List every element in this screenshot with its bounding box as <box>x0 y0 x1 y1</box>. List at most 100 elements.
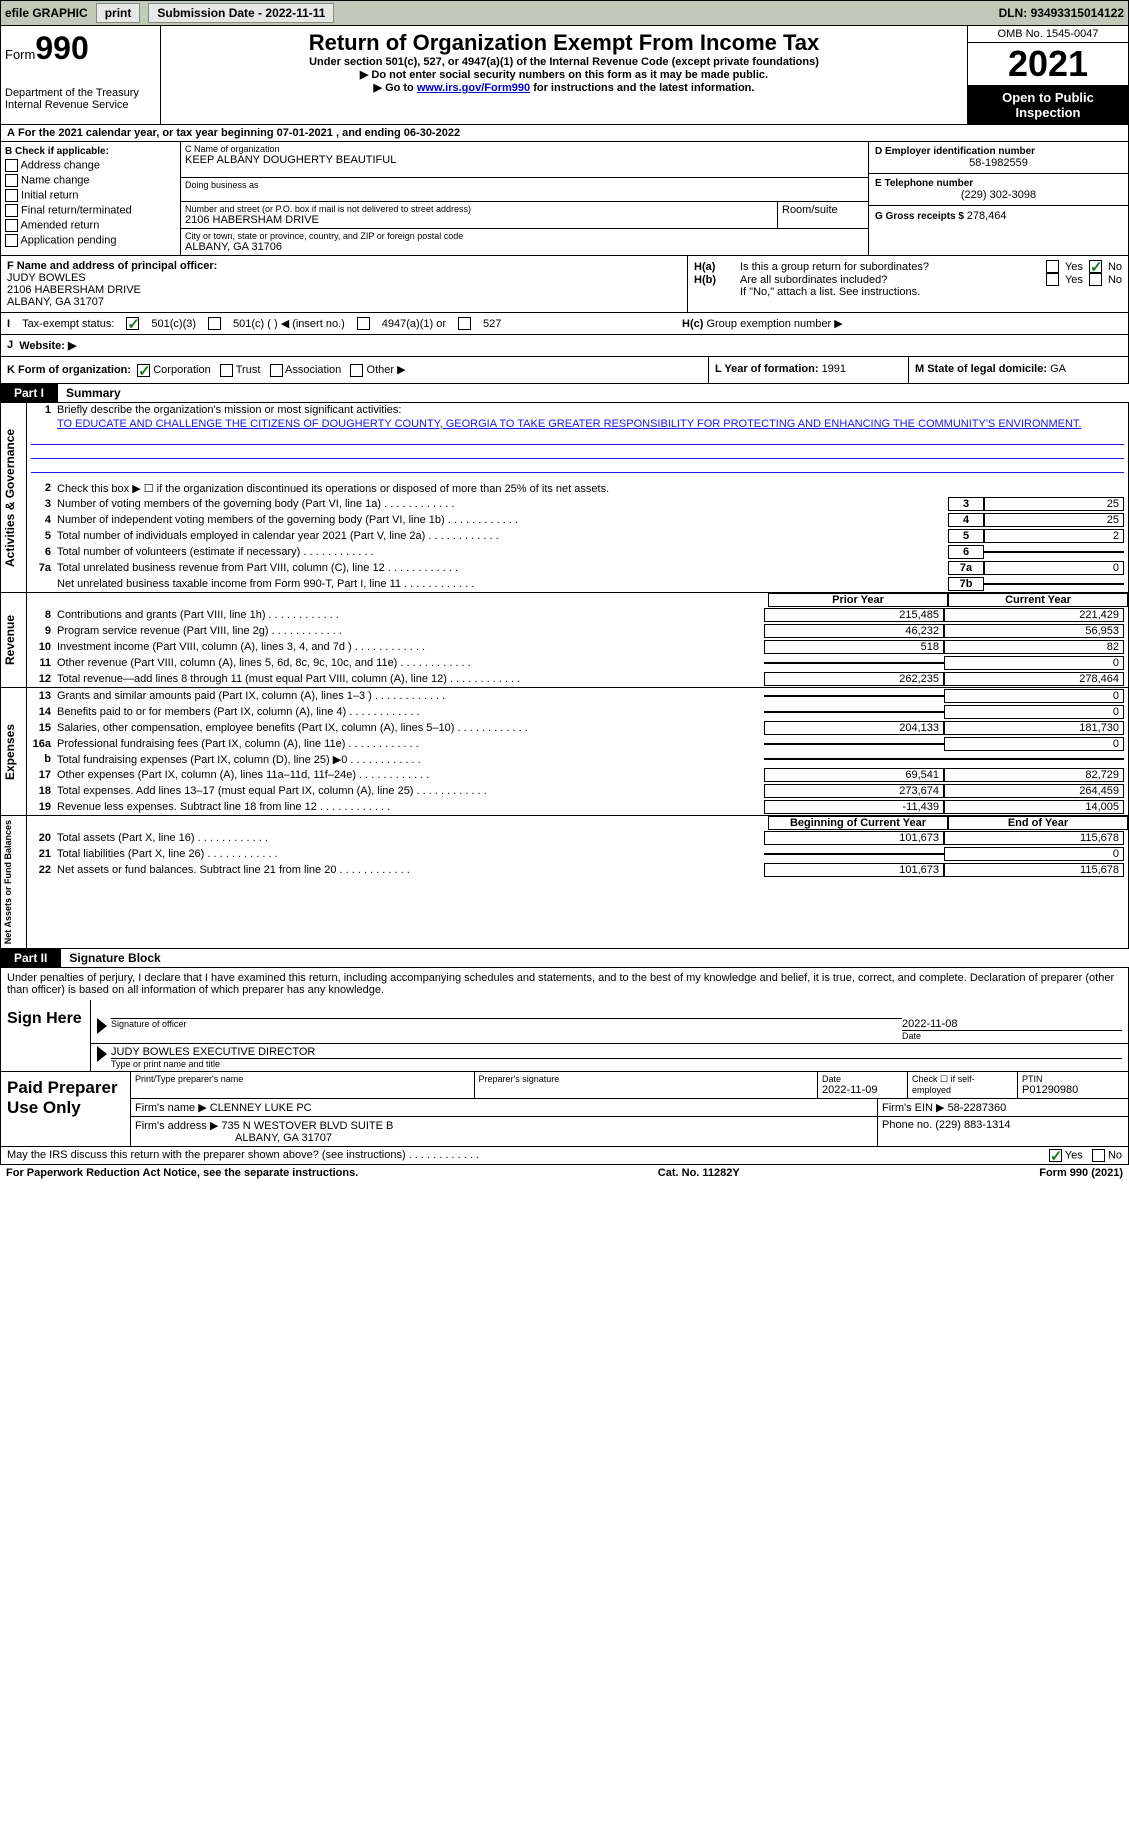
self-employed-check: Check ☐ if self-employed <box>908 1072 1018 1098</box>
firm-address: Firm's address ▶ 735 N WESTOVER BLVD SUI… <box>131 1117 878 1146</box>
goto-link-line: ▶ Go to www.irs.gov/Form990 for instruct… <box>165 81 963 94</box>
topbar: efile GRAPHIC print Submission Date - 20… <box>0 0 1129 26</box>
summary-section: Activities & Governance 1Briefly describ… <box>0 402 1129 593</box>
prior-year-header: Prior Year <box>768 593 948 607</box>
hb-yes-checkbox[interactable] <box>1046 273 1059 286</box>
eoy-header: End of Year <box>948 816 1128 830</box>
form-of-org-row: K Form of organization: Corporation Trus… <box>0 357 1129 384</box>
city-box: City or town, state or province, country… <box>181 229 868 255</box>
revenue-section: Revenue Prior YearCurrent Year 8Contribu… <box>0 593 1129 688</box>
association-checkbox[interactable] <box>270 364 283 377</box>
preparer-date: Date2022-11-09 <box>818 1072 908 1098</box>
tax-exempt-row: ITax-exempt status: 501(c)(3) 501(c) ( )… <box>0 313 1129 335</box>
colb-item[interactable]: Address change <box>5 159 176 172</box>
summary-line: 12Total revenue—add lines 8 through 11 (… <box>27 671 1128 687</box>
sign-here-label: Sign Here <box>1 1000 91 1071</box>
firm-phone: Phone no. (229) 883-1314 <box>878 1117 1128 1146</box>
summary-line: 19Revenue less expenses. Subtract line 1… <box>27 799 1128 815</box>
tax-year: 2021 <box>968 43 1128 86</box>
preparer-name: Print/Type preparer's name <box>131 1072 475 1098</box>
527-checkbox[interactable] <box>458 317 471 330</box>
gross-receipts-box: G Gross receipts $ 278,464 <box>869 206 1128 226</box>
city-state-zip: ALBANY, GA 31706 <box>185 241 864 253</box>
irs-label: Internal Revenue Service <box>5 99 156 111</box>
officer-group-row: F Name and address of principal officer:… <box>0 256 1129 313</box>
summary-line: 7aTotal unrelated business revenue from … <box>27 560 1128 576</box>
chevron-icon <box>97 1018 107 1034</box>
ha-yes-checkbox[interactable] <box>1046 260 1059 273</box>
officer-name: JUDY BOWLES EXECUTIVE DIRECTOR <box>111 1046 1122 1058</box>
print-button[interactable]: print <box>96 3 141 23</box>
form-header: Form990 Department of the Treasury Inter… <box>0 26 1129 125</box>
principal-officer: F Name and address of principal officer:… <box>1 256 688 312</box>
street-address: 2106 HABERSHAM DRIVE <box>185 214 773 226</box>
501c3-checkbox[interactable] <box>126 317 139 330</box>
summary-line: 16aProfessional fundraising fees (Part I… <box>27 736 1128 752</box>
ein-box: D Employer identification number 58-1982… <box>869 142 1128 174</box>
form-subtitle: Under section 501(c), 527, or 4947(a)(1)… <box>165 56 963 68</box>
summary-line: 20Total assets (Part X, line 16)101,6731… <box>27 830 1128 846</box>
open-inspection: Open to PublicInspection <box>968 86 1128 124</box>
declaration-text: Under penalties of perjury, I declare th… <box>1 968 1128 1000</box>
501c-checkbox[interactable] <box>208 317 221 330</box>
summary-line: 18Total expenses. Add lines 13–17 (must … <box>27 783 1128 799</box>
mission-text: TO EDUCATE AND CHALLENGE THE CITIZENS OF… <box>57 418 1124 430</box>
room-suite: Room/suite <box>778 202 868 229</box>
summary-line: bTotal fundraising expenses (Part IX, co… <box>27 752 1128 767</box>
summary-line: 14Benefits paid to or for members (Part … <box>27 704 1128 720</box>
expenses-section: Expenses 13Grants and similar amounts pa… <box>0 688 1129 816</box>
summary-line: 8Contributions and grants (Part VIII, li… <box>27 607 1128 623</box>
sig-date: 2022-11-08 <box>902 1018 1122 1030</box>
dba-box: Doing business as <box>181 178 868 202</box>
form-version: Form 990 (2021) <box>1039 1167 1123 1179</box>
hc-group-exemption: H(c) Group exemption number ▶ <box>682 317 1122 330</box>
gross-receipts-value: 278,464 <box>967 210 1007 222</box>
paperwork-notice: For Paperwork Reduction Act Notice, see … <box>6 1167 358 1179</box>
submission-date: Submission Date - 2022-11-11 <box>148 3 334 23</box>
discuss-no-checkbox[interactable] <box>1092 1149 1105 1162</box>
line2-discontinued: Check this box ▶ ☐ if the organization d… <box>57 482 1124 495</box>
colb-item[interactable]: Application pending <box>5 234 176 247</box>
summary-line: 6Total number of volunteers (estimate if… <box>27 544 1128 560</box>
tax-year-range: A For the 2021 calendar year, or tax yea… <box>0 125 1129 142</box>
netassets-section: Net Assets or Fund Balances Beginning of… <box>0 816 1129 949</box>
signature-block: Under penalties of perjury, I declare th… <box>0 967 1129 1072</box>
org-name-box: C Name of organization KEEP ALBANY DOUGH… <box>181 142 868 178</box>
page-footer: For Paperwork Reduction Act Notice, see … <box>0 1165 1129 1181</box>
state-domicile: M State of legal domicile: GA <box>908 357 1128 383</box>
colb-item[interactable]: Final return/terminated <box>5 204 176 217</box>
summary-line: 3Number of voting members of the governi… <box>27 496 1128 512</box>
summary-line: 9Program service revenue (Part VIII, lin… <box>27 623 1128 639</box>
org-name: KEEP ALBANY DOUGHERTY BEAUTIFUL <box>185 154 864 166</box>
col-b-checkboxes: B Check if applicable: Address change Na… <box>1 142 181 255</box>
summary-line: 17Other expenses (Part IX, column (A), l… <box>27 767 1128 783</box>
street-address-box: Number and street (or P.O. box if mail i… <box>181 202 777 229</box>
discuss-text: May the IRS discuss this return with the… <box>7 1149 479 1162</box>
telephone-value: (229) 302-3098 <box>875 189 1122 201</box>
4947-checkbox[interactable] <box>357 317 370 330</box>
hb-no-checkbox[interactable] <box>1089 273 1102 286</box>
dln: DLN: 93493315014122 <box>999 6 1124 20</box>
vtab-revenue: Revenue <box>1 593 27 687</box>
colb-item[interactable]: Initial return <box>5 189 176 202</box>
sig-officer-label: Signature of officer <box>111 1018 902 1029</box>
summary-line: 10Investment income (Part VIII, column (… <box>27 639 1128 655</box>
summary-line: 4Number of independent voting members of… <box>27 512 1128 528</box>
colb-item[interactable]: Name change <box>5 174 176 187</box>
other-checkbox[interactable] <box>350 364 363 377</box>
summary-line: 5Total number of individuals employed in… <box>27 528 1128 544</box>
colb-item[interactable]: Amended return <box>5 219 176 232</box>
boy-header: Beginning of Current Year <box>768 816 948 830</box>
omb-number: OMB No. 1545-0047 <box>968 26 1128 43</box>
summary-line: 21Total liabilities (Part X, line 26)0 <box>27 846 1128 862</box>
corporation-checkbox[interactable] <box>137 364 150 377</box>
ssn-notice: ▶ Do not enter social security numbers o… <box>165 68 963 81</box>
trust-checkbox[interactable] <box>220 364 233 377</box>
ha-no-checkbox[interactable] <box>1089 260 1102 273</box>
discuss-yes-checkbox[interactable] <box>1049 1149 1062 1162</box>
chevron-icon <box>97 1046 107 1062</box>
ha-group-return: H(a)Is this a group return for subordina… <box>694 260 1122 273</box>
form-title: Return of Organization Exempt From Incom… <box>165 30 963 56</box>
form-number: Form990 <box>5 30 156 67</box>
irs-link[interactable]: www.irs.gov/Form990 <box>417 82 530 94</box>
